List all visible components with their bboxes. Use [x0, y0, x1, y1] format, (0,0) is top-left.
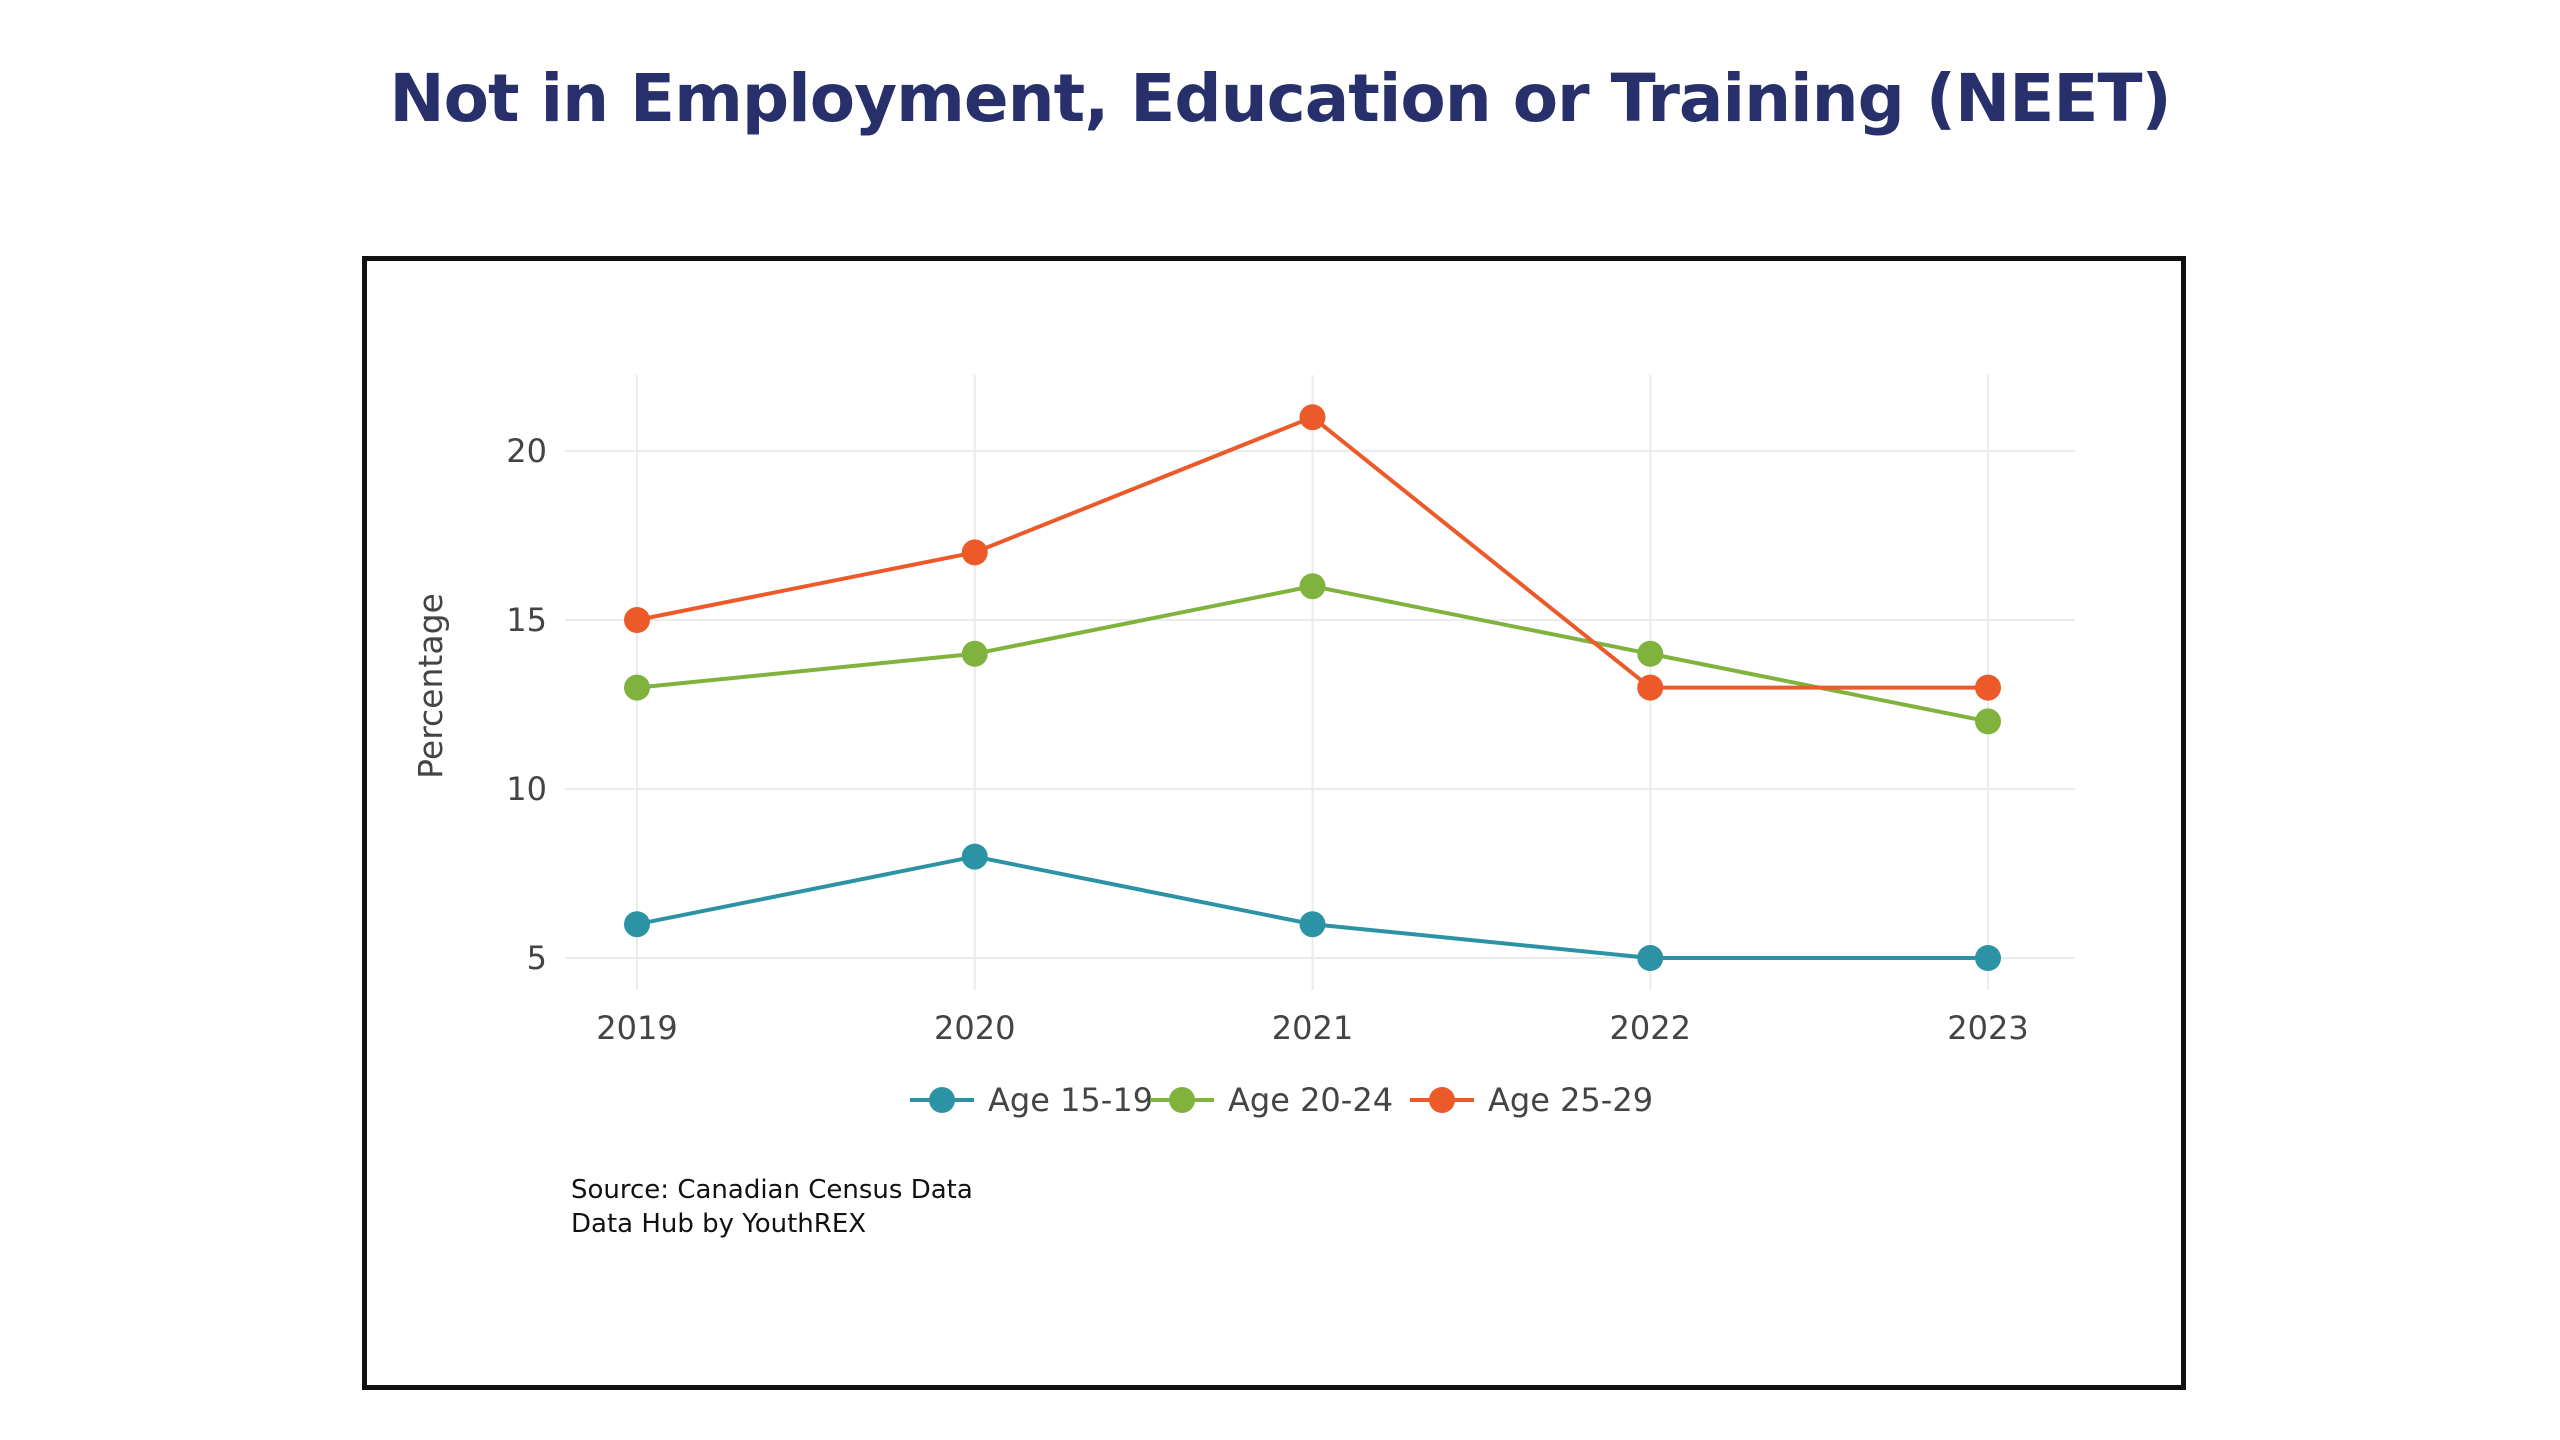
y-tick-label: 10: [506, 770, 547, 808]
data-point: [1637, 945, 1664, 971]
data-point: [1299, 911, 1326, 938]
legend-label: Age 20-24: [1228, 1081, 1393, 1119]
data-point: [1975, 945, 2001, 971]
source-note: Source: Canadian Census Data Data Hub by…: [571, 1173, 973, 1241]
legend-marker: [1169, 1087, 1195, 1113]
credit-line: Data Hub by YouthREX: [571, 1209, 867, 1239]
y-tick-label: 5: [527, 939, 547, 977]
data-point: [624, 607, 650, 633]
data-point: [1299, 404, 1326, 431]
data-point: [1299, 573, 1326, 600]
legend-label: Age 15-19: [988, 1081, 1153, 1119]
axis-layer: 5 10 15 20 2019 2020 2021 2022 2023 Percentage: [411, 432, 2029, 1047]
data-point: [1975, 674, 2001, 701]
page-title: Not in Employment, Education or Training…: [389, 60, 2171, 137]
x-tick-label: 2019: [596, 1009, 677, 1047]
y-tick-label: 20: [506, 432, 547, 470]
legend-item: Age 15-19: [910, 1081, 1153, 1119]
legend-marker: [929, 1087, 955, 1113]
x-tick-label: 2020: [934, 1009, 1015, 1047]
legend-marker: [1429, 1087, 1455, 1113]
data-point: [1637, 674, 1664, 701]
chart-frame: [362, 256, 2186, 1390]
legend-item: Age 20-24: [1150, 1081, 1393, 1119]
data-point: [961, 640, 988, 667]
data-point: [1975, 708, 2001, 735]
data-point: [1637, 640, 1664, 667]
data-point: [961, 539, 988, 566]
legend-layer: Age 15-19 Age 20-24 Age 25-29: [910, 1081, 1653, 1119]
series-layer: [624, 404, 2001, 971]
x-tick-label: 2021: [1272, 1009, 1353, 1047]
grid-layer: [565, 375, 2075, 990]
legend-label: Age 25-29: [1488, 1081, 1653, 1119]
x-tick-label: 2022: [1610, 1009, 1691, 1047]
data-point: [624, 674, 650, 701]
y-axis-label: Percentage: [411, 593, 450, 779]
data-point: [961, 843, 988, 870]
source-line: Source: Canadian Census Data: [571, 1175, 973, 1205]
y-tick-label: 15: [506, 601, 547, 639]
data-point: [624, 911, 650, 938]
legend-item: Age 25-29: [1410, 1081, 1653, 1119]
x-tick-label: 2023: [1947, 1009, 2028, 1047]
